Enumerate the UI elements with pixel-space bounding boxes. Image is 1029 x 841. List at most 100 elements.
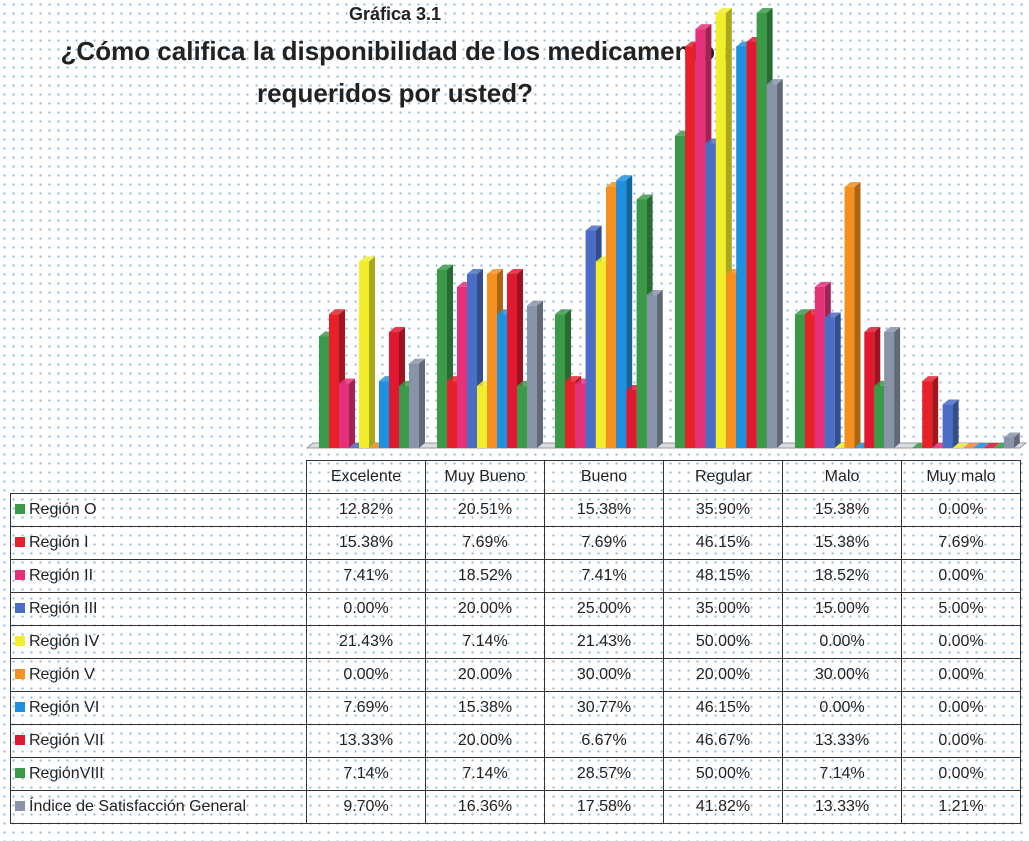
- bar-side: [952, 399, 959, 448]
- series-cell: Región III: [10, 592, 307, 626]
- value-label: 7.14%: [425, 625, 545, 659]
- bar-side: [349, 378, 355, 448]
- bar-top: [963, 443, 979, 448]
- value-label: 20.00%: [425, 658, 545, 692]
- series-cell: Región V: [10, 658, 307, 692]
- bar: [565, 381, 576, 448]
- bar-top: [715, 8, 732, 13]
- chart-label: Gráfica 3.1: [349, 4, 441, 24]
- series-row: Región III 0.00% 20.00% 25.00% 35.00% 15.00% 5…: [10, 592, 1021, 626]
- bar: [379, 381, 389, 448]
- legend-swatch: [15, 702, 25, 712]
- series-cell: Región IV: [10, 625, 307, 659]
- bar: [824, 317, 835, 448]
- legend-label: Índice de Satisfacción General: [29, 798, 247, 815]
- bar: [756, 13, 767, 448]
- bar: [487, 274, 497, 448]
- legend-swatch: [15, 603, 25, 613]
- bar: [844, 187, 855, 448]
- bar: [477, 385, 487, 448]
- bar-top: [339, 378, 355, 384]
- legend-swatch: [15, 570, 25, 580]
- value-label: 6.67%: [544, 724, 664, 758]
- bar: [766, 84, 777, 448]
- bar: [636, 199, 647, 448]
- bar-side: [537, 300, 543, 448]
- value-label: 18.52%: [782, 559, 902, 593]
- value-label: 7.14%: [306, 757, 426, 791]
- bar: [884, 332, 895, 448]
- bar-top: [983, 443, 1000, 448]
- series-row: Región O 12.82% 20.51% 15.38% 35.90% 15.38% 0.…: [10, 493, 1021, 527]
- category-label: Excelente: [306, 460, 426, 494]
- bar: [389, 332, 399, 448]
- bar: [874, 385, 885, 448]
- bar-top: [437, 264, 453, 270]
- value-label: 7.41%: [544, 559, 664, 593]
- bar: [726, 274, 736, 448]
- bar-side: [834, 312, 841, 448]
- value-label: 15.38%: [782, 526, 902, 560]
- value-label: 30.00%: [782, 658, 902, 692]
- bar-top: [1003, 432, 1020, 438]
- bar: [606, 187, 616, 448]
- value-label: 28.57%: [544, 757, 664, 791]
- bar: [329, 314, 339, 448]
- series-cell: Región O: [10, 493, 307, 527]
- bar: [585, 230, 596, 448]
- value-label: 17.58%: [544, 790, 664, 824]
- bar-top: [756, 8, 773, 13]
- bar-top: [824, 312, 841, 318]
- legend-swatch: [15, 636, 25, 646]
- bar: [736, 46, 747, 449]
- bar-top: [766, 79, 783, 85]
- value-label: 15.00%: [782, 592, 902, 626]
- series-cell: Región VII: [10, 724, 307, 758]
- legend-swatch: [15, 669, 25, 679]
- value-label: 30.00%: [544, 658, 664, 692]
- category-label: Muy Bueno: [425, 460, 545, 494]
- series-cell: Región II: [10, 559, 307, 593]
- value-label: 0.00%: [306, 592, 426, 626]
- value-label: 20.00%: [663, 658, 783, 692]
- bar: [359, 261, 369, 448]
- bar: [437, 269, 447, 448]
- value-label: 1.21%: [901, 790, 1021, 824]
- value-label: 15.38%: [306, 526, 426, 560]
- legend-label: Región V: [29, 666, 95, 683]
- legend-swatch: [15, 537, 25, 547]
- legend-label: RegiónVIII: [29, 765, 104, 782]
- bar-top: [864, 327, 881, 333]
- value-label: 7.14%: [425, 757, 545, 791]
- value-label: 7.69%: [425, 526, 545, 560]
- bar: [497, 314, 507, 448]
- bar-top: [814, 281, 831, 287]
- value-label: 25.00%: [544, 592, 664, 626]
- series-row: Índice de Satisfacción General 9.70% 16.36…: [10, 790, 1021, 824]
- bar: [1003, 437, 1014, 448]
- legend-swatch: [15, 735, 25, 745]
- value-label: 7.69%: [901, 526, 1021, 560]
- chart: Gráfica 3.1 ¿Cómo califica la disponibil…: [61, 4, 1028, 449]
- bar: [814, 286, 825, 448]
- value-label: 20.00%: [425, 724, 545, 758]
- bar: [864, 332, 875, 448]
- bar: [447, 381, 457, 448]
- series-cell: RegiónVIII: [10, 757, 307, 791]
- value-label: 0.00%: [306, 658, 426, 692]
- bar-side: [932, 376, 939, 448]
- bar: [507, 274, 517, 448]
- value-label: 21.43%: [306, 625, 426, 659]
- bar-top: [585, 225, 602, 231]
- bar-top: [565, 376, 582, 382]
- value-label: 16.36%: [425, 790, 545, 824]
- bar-top: [695, 24, 712, 30]
- series-row: Región IV 21.43% 7.14% 21.43% 50.00% 0.00% 0.0…: [10, 625, 1021, 659]
- bar: [409, 363, 419, 448]
- series-row: Región VII 13.33% 20.00% 6.67% 46.67% 13.33% 0…: [10, 724, 1021, 758]
- bar-top: [487, 269, 503, 274]
- bar-top: [973, 443, 990, 448]
- series-row: Región II 7.41% 18.52% 7.41% 48.15% 18.52% 0.0…: [10, 559, 1021, 593]
- bar-side: [854, 182, 861, 448]
